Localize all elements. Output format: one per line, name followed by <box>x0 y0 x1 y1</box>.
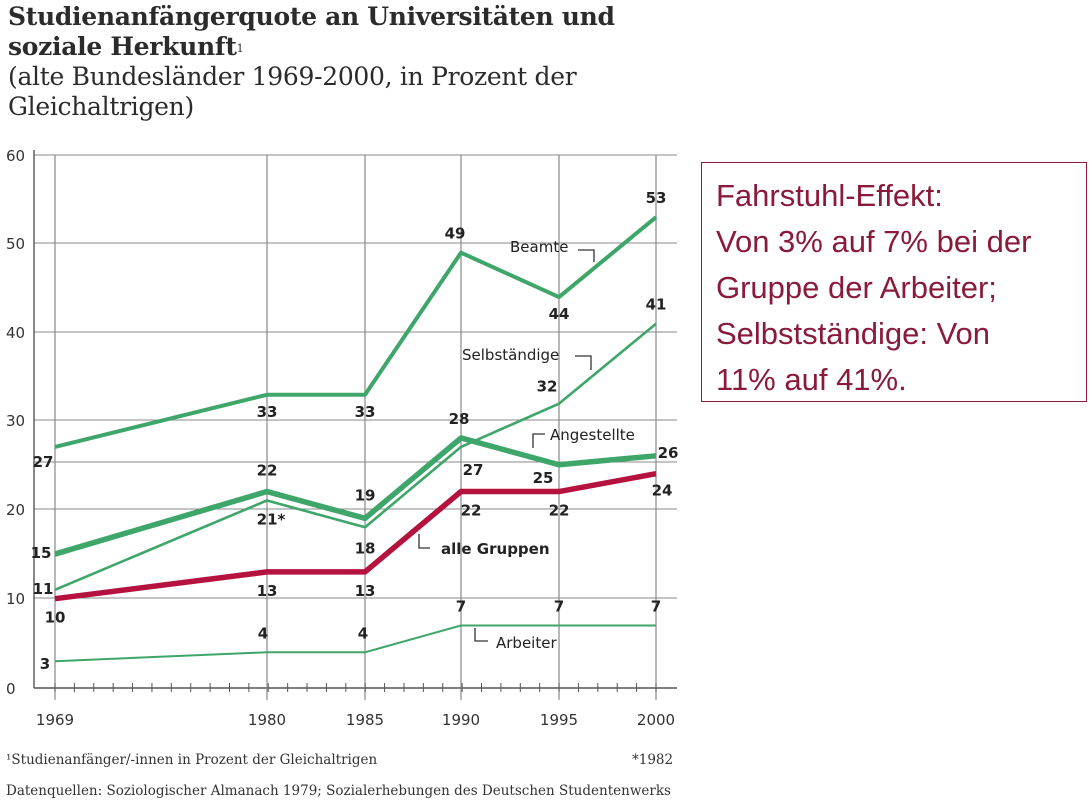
data-label: 33 <box>355 403 376 421</box>
series-line-arbeiter <box>54 624 656 663</box>
series-name-leader <box>575 355 592 370</box>
data-label: 18 <box>355 539 376 557</box>
data-label: 22 <box>257 462 278 480</box>
subtitle-line-1: (alte Bundesländer 1969-2000, in Prozent… <box>8 62 577 91</box>
y-tick-label-30: 30 <box>6 412 25 430</box>
title-line-1: Studienanfängerquote an Universitäten un… <box>8 2 615 31</box>
data-label: 28 <box>449 410 470 428</box>
y-tick-label-50: 50 <box>6 235 25 253</box>
data-label: 44 <box>549 305 570 323</box>
data-label: 7 <box>554 597 564 615</box>
data-label: 3 <box>40 655 50 673</box>
y-tick-label-20: 20 <box>6 501 25 519</box>
series-line-angestellte <box>54 435 657 557</box>
y-tick-label-40: 40 <box>6 324 25 342</box>
data-label: 21* <box>257 510 286 528</box>
star-note: *1982 <box>632 752 674 768</box>
line-chart: 0 10 20 30 40 50 60 1969 1980 1985 1990 1995 2000 27 3… <box>6 147 679 729</box>
data-label: 22 <box>461 502 482 520</box>
data-label: 49 <box>445 225 466 243</box>
data-label: 22 <box>549 502 570 520</box>
x-tick-label-2000: 2000 <box>637 711 675 729</box>
series-name-label: alle Gruppen <box>441 540 550 558</box>
data-label: 11 <box>33 580 54 598</box>
x-tick-label-1990: 1990 <box>442 711 480 729</box>
x-tick-label-1985: 1985 <box>346 711 384 729</box>
footnote: ¹Studienanfänger/-innen in Prozent der G… <box>6 752 378 768</box>
chart-subtitle: (alte Bundesländer 1969-2000, in Prozent… <box>8 62 668 122</box>
series-name-leader <box>474 628 488 642</box>
chart-title: Studienanfängerquote an Universitäten un… <box>8 2 668 62</box>
series-name-leader <box>532 433 545 448</box>
callout-box: Fahrstuhl-Effekt: Von 3% auf 7% bei der … <box>701 162 1087 402</box>
series-name-label: Selbständige <box>462 346 559 364</box>
callout-line-5: 11% auf 41%. <box>716 362 907 397</box>
data-label: 53 <box>646 189 667 207</box>
data-label: 32 <box>537 378 558 396</box>
title-footnote-mark: 1 <box>236 42 244 55</box>
data-label: 19 <box>355 486 376 504</box>
y-tick-label-10: 10 <box>6 590 25 608</box>
callout-line-1: Fahrstuhl-Effekt: <box>716 178 943 213</box>
y-tick-label-0: 0 <box>6 680 16 698</box>
x-tick-label-1969: 1969 <box>36 711 74 729</box>
series-name-label: Beamte <box>510 238 568 256</box>
series-name-label: Angestellte <box>550 426 635 444</box>
data-label: 33 <box>257 403 278 421</box>
series-name-leader <box>578 249 595 262</box>
callout-line-4: Selbstständige: Von <box>716 316 991 351</box>
series-line-alle-gruppen <box>54 470 657 602</box>
title-line-2: soziale Herkunft <box>8 32 237 61</box>
data-label: 24 <box>652 482 673 500</box>
series-name-leader <box>418 534 430 549</box>
data-label: 26 <box>658 444 679 462</box>
data-label: 13 <box>257 582 278 600</box>
data-label: 41 <box>646 296 667 314</box>
data-label: 13 <box>355 582 376 600</box>
callout-line-3: Gruppe der Arbeiter; <box>716 270 997 305</box>
data-label: 15 <box>31 544 52 562</box>
data-label: 10 <box>45 609 66 627</box>
data-label: 4 <box>258 624 268 642</box>
x-tick-label-1995: 1995 <box>540 711 578 729</box>
subtitle-line-2: Gleichaltrigen) <box>8 92 194 121</box>
data-label: 4 <box>358 624 368 642</box>
y-tick-label-60: 60 <box>6 147 25 165</box>
source-note: Datenquellen: Soziologischer Almanach 19… <box>6 783 671 799</box>
x-tick-label-1980: 1980 <box>248 711 286 729</box>
data-label: 27 <box>33 453 54 471</box>
series-name-label: Arbeiter <box>496 634 557 652</box>
callout-line-2: Von 3% auf 7% bei der <box>716 224 1032 259</box>
data-label: 25 <box>533 469 554 487</box>
data-label: 27 <box>463 461 484 479</box>
data-label: 7 <box>456 597 466 615</box>
series-line-selbständige <box>54 322 657 591</box>
data-label: 7 <box>651 597 661 615</box>
series-line-beamte <box>54 215 658 449</box>
